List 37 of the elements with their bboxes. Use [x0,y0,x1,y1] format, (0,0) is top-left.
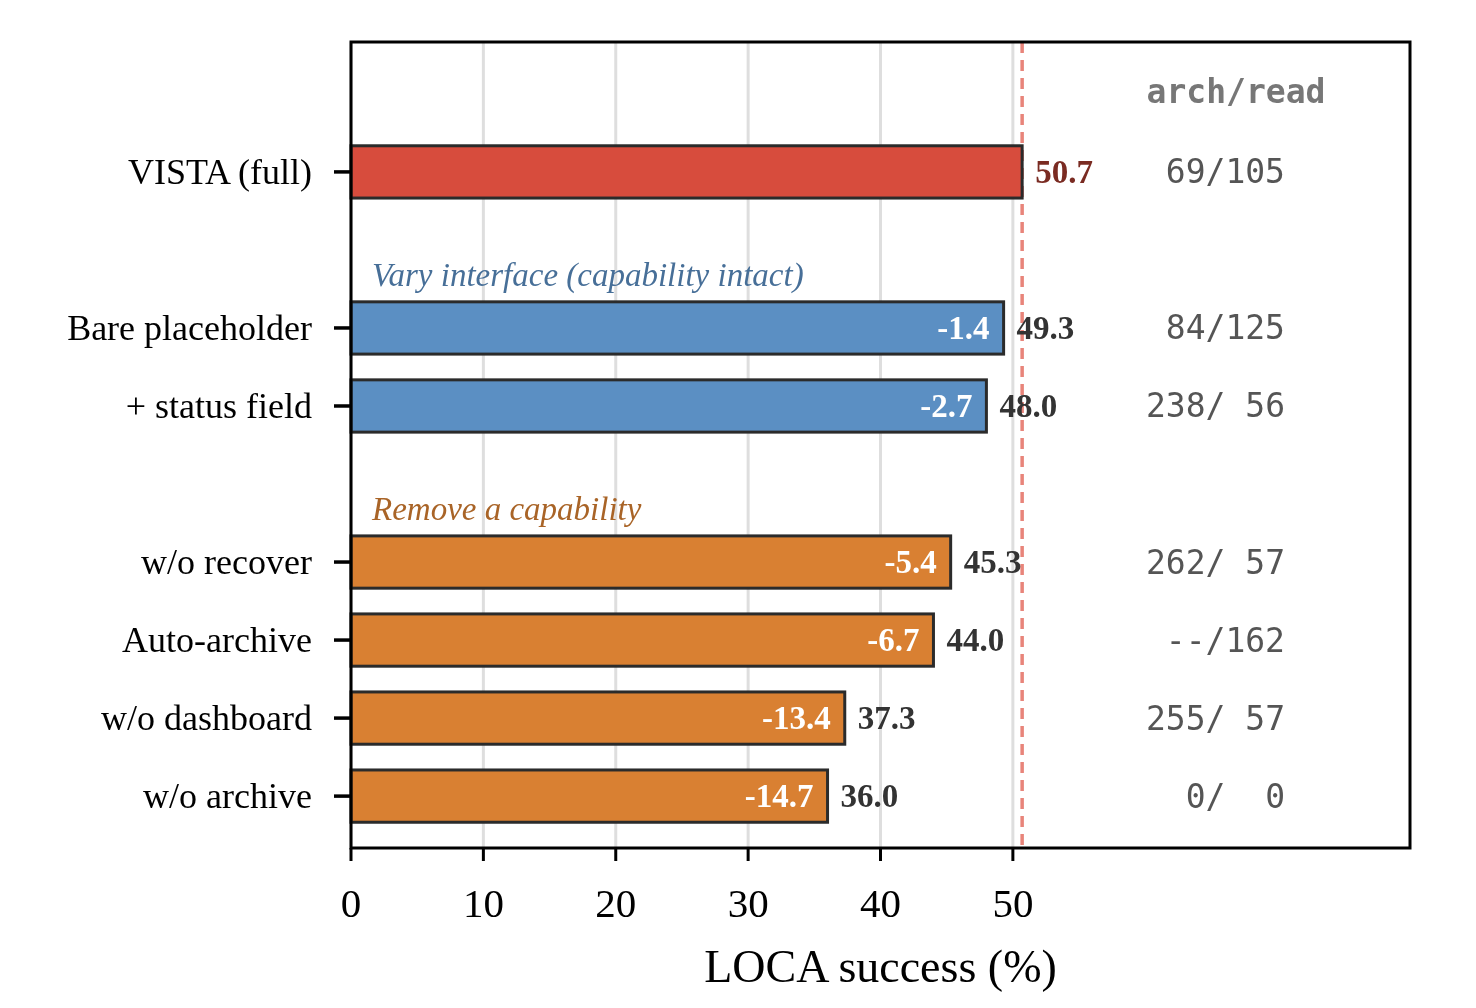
x-axis-title: LOCA success (%) [704,941,1057,992]
x-tick-label: 20 [595,880,637,926]
annotation: -5.4 [884,544,937,581]
data-label: 50.7 [1035,153,1093,190]
annotation: 238/ 56 [1145,386,1285,426]
x-tick-label: 0 [340,880,362,926]
column-header: arch/read [1146,72,1326,112]
y-tick-label: Bare placeholder [67,307,312,348]
data-label: 37.3 [857,700,916,737]
annotation: --/162 [1165,620,1285,660]
annotation: 84/125 [1165,308,1285,348]
y-tick-label: w/o archive [143,776,312,817]
annotation: 69/105 [1165,152,1285,192]
annotation: 0/ 0 [1185,776,1285,816]
annotation: 255/ 57 [1145,698,1285,738]
y-tick-label: + status field [125,385,312,426]
annotation: -6.7 [867,622,920,659]
y-tick-label: w/o recover [141,542,312,583]
annotation: 262/ 57 [1145,542,1285,582]
data-label: 44.0 [946,622,1005,659]
annotation: -13.4 [762,700,831,737]
x-tick-label: 10 [462,880,504,926]
data-label: 36.0 [840,778,899,815]
annotation: Remove a capability [371,490,642,527]
y-tick-label: VISTA (full) [127,151,312,192]
data-label: 49.3 [1016,309,1075,346]
x-tick-label: 50 [992,880,1034,926]
y-tick-label: w/o dashboard [101,698,312,739]
x-tick-label: 40 [860,880,901,926]
data-label: 45.3 [963,544,1022,581]
annotation: -14.7 [744,778,814,815]
x-tick-label: 30 [727,880,769,926]
annotation: -1.4 [937,309,990,346]
annotation: Vary interface (capability intact) [372,256,804,294]
y-tick-label: Auto-archive [122,620,312,661]
data-label: 48.0 [999,387,1058,424]
annotation: -2.7 [920,387,973,424]
